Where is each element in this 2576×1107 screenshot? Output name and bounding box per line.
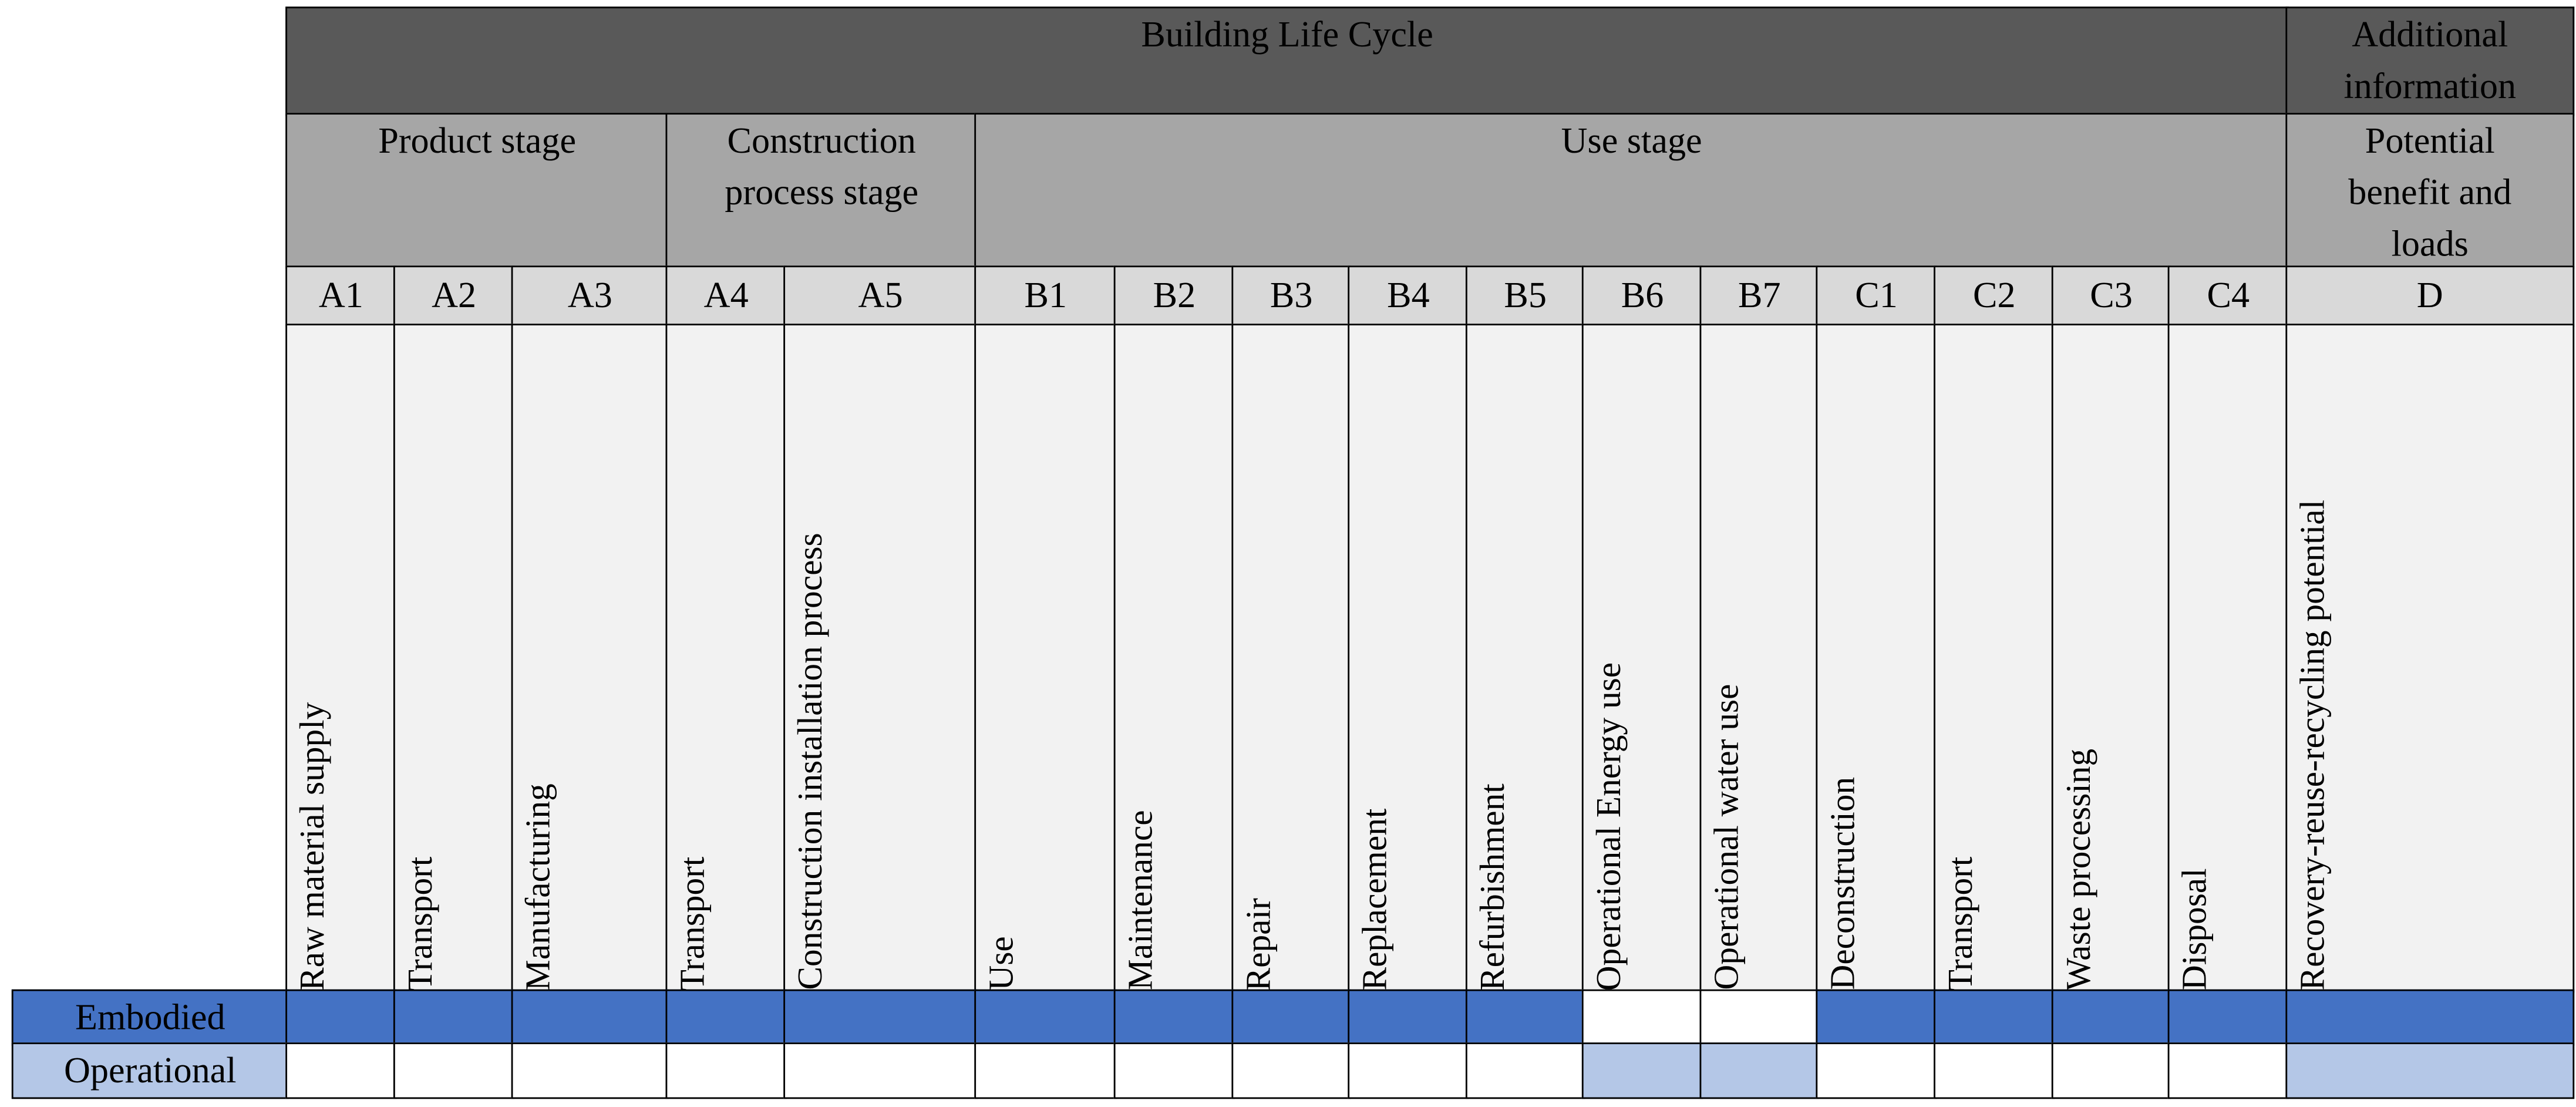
module-cell: Operational Energy use xyxy=(1582,324,1703,992)
stage-cell: Potential benefit and loads xyxy=(2286,113,2574,268)
embodied-cell xyxy=(394,990,514,1045)
embodied-cell xyxy=(1934,990,2055,1045)
operational-cell xyxy=(286,1043,396,1099)
module-description: Construction installation process xyxy=(790,533,831,991)
module-cell: Manufacturing xyxy=(511,324,669,992)
operational-cell xyxy=(1232,1043,1351,1099)
operational-cell xyxy=(1816,1043,1937,1099)
embodied-cell xyxy=(666,990,786,1045)
operational-cell xyxy=(2052,1043,2171,1099)
embodied-cell xyxy=(784,990,977,1045)
module-code: B6 xyxy=(1582,266,1703,327)
module-description: Maintenance xyxy=(1121,810,1161,991)
stage-cell: Use stage xyxy=(975,113,2288,268)
operational-cell xyxy=(394,1043,514,1099)
module-code: A3 xyxy=(511,266,669,327)
module-description: Operational Energy use xyxy=(1589,662,1629,991)
module-code: B7 xyxy=(1700,266,1819,327)
module-cell: Transport xyxy=(1934,324,2055,992)
module-cell: Deconstruction xyxy=(1816,324,1937,992)
embodied-cell xyxy=(1114,990,1234,1045)
module-cell: Refurbishment xyxy=(1466,324,1585,992)
operational-cell xyxy=(1114,1043,1234,1099)
operational-cell xyxy=(975,1043,1117,1099)
operational-cell xyxy=(1934,1043,2055,1099)
module-code: D xyxy=(2286,266,2574,327)
embodied-cell xyxy=(2052,990,2171,1045)
embodied-cell xyxy=(975,990,1117,1045)
module-code: B5 xyxy=(1466,266,1585,327)
module-code: C1 xyxy=(1816,266,1937,327)
module-cell: Transport xyxy=(666,324,786,992)
module-cell: Raw material supply xyxy=(286,324,396,992)
operational-cell xyxy=(1466,1043,1585,1099)
module-cell: Use xyxy=(975,324,1117,992)
module-code: A2 xyxy=(394,266,514,327)
stage-cell: Product stage xyxy=(286,113,669,268)
module-cell: Transport xyxy=(394,324,514,992)
embodied-cell xyxy=(2168,990,2288,1045)
embodied-cell xyxy=(1816,990,1937,1045)
module-description: Operational water use xyxy=(1706,684,1747,991)
module-cell: Waste processing xyxy=(2052,324,2171,992)
operational-cell xyxy=(784,1043,977,1099)
module-cell: Replacement xyxy=(1348,324,1469,992)
module-code: B3 xyxy=(1232,266,1351,327)
module-description: Waste processing xyxy=(2059,748,2099,991)
module-description: Raw material supply xyxy=(292,702,333,991)
operational-cell xyxy=(666,1043,786,1099)
module-description: Transport xyxy=(1941,856,1981,991)
module-code: B2 xyxy=(1114,266,1234,327)
embodied-cell xyxy=(1700,990,1819,1045)
embodied-cell xyxy=(511,990,669,1045)
module-cell: Operational water use xyxy=(1700,324,1819,992)
operational-cell xyxy=(1348,1043,1469,1099)
module-code: C3 xyxy=(2052,266,2171,327)
module-description: Transport xyxy=(400,856,441,991)
module-description: Manufacturing xyxy=(518,783,558,991)
module-code: A4 xyxy=(666,266,786,327)
row-label: Operational xyxy=(12,1043,288,1099)
module-description: Deconstruction xyxy=(1823,777,1863,991)
module-code: A5 xyxy=(784,266,977,327)
module-cell: Disposal xyxy=(2168,324,2288,992)
module-description: Disposal xyxy=(2175,868,2215,991)
module-cell: Recovery-reuse-recycling potential xyxy=(2286,324,2574,992)
operational-cell xyxy=(1582,1043,1703,1099)
embodied-cell xyxy=(1232,990,1351,1045)
embodied-cell xyxy=(1582,990,1703,1045)
module-description: Recovery-reuse-recycling potential xyxy=(2292,499,2333,991)
embodied-cell xyxy=(1466,990,1585,1045)
embodied-cell xyxy=(286,990,396,1045)
module-description: Replacement xyxy=(1355,808,1395,991)
module-code: A1 xyxy=(286,266,396,327)
module-code: B4 xyxy=(1348,266,1469,327)
operational-cell xyxy=(1700,1043,1819,1099)
additional-cell: Additional information xyxy=(2286,7,2574,116)
module-code: C4 xyxy=(2168,266,2288,327)
operational-cell xyxy=(2286,1043,2574,1099)
module-cell: Repair xyxy=(1232,324,1351,992)
module-description: Use xyxy=(981,936,1022,991)
title-cell: Building Life Cycle xyxy=(286,7,2288,116)
operational-cell xyxy=(511,1043,669,1099)
module-code: B1 xyxy=(975,266,1117,327)
stage-cell: Construction process stage xyxy=(666,113,977,268)
embodied-cell xyxy=(2286,990,2574,1045)
module-code: C2 xyxy=(1934,266,2055,327)
module-cell: Maintenance xyxy=(1114,324,1234,992)
embodied-cell xyxy=(1348,990,1469,1045)
operational-cell xyxy=(2168,1043,2288,1099)
row-label: Embodied xyxy=(12,990,288,1045)
module-description: Transport xyxy=(672,856,713,991)
module-description: Repair xyxy=(1238,897,1279,991)
module-description: Refurbishment xyxy=(1473,783,1513,991)
module-cell: Construction installation process xyxy=(784,324,977,992)
